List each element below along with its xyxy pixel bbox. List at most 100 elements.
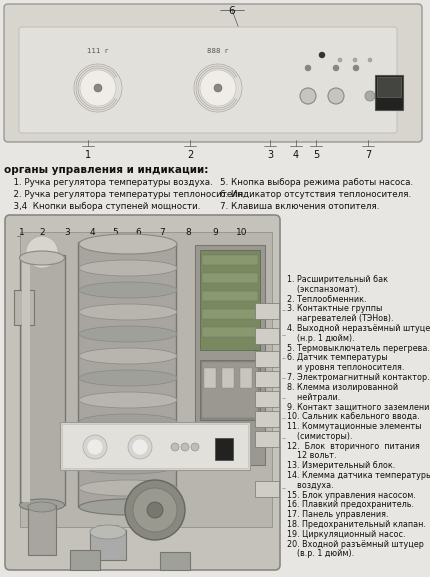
- Circle shape: [133, 488, 177, 532]
- Text: 11. Коммутационные элементы: 11. Коммутационные элементы: [287, 422, 421, 431]
- Circle shape: [333, 65, 339, 71]
- Ellipse shape: [79, 480, 177, 496]
- Text: 7. Электромагнитный контактор.: 7. Электромагнитный контактор.: [287, 373, 430, 382]
- Bar: [202, 273, 258, 283]
- Text: 888  г: 888 г: [207, 48, 229, 54]
- Text: 19. Циркуляционный насос.: 19. Циркуляционный насос.: [287, 530, 405, 539]
- FancyBboxPatch shape: [255, 431, 279, 447]
- Bar: [202, 362, 258, 418]
- Text: 1. Расширительный бак: 1. Расширительный бак: [287, 275, 388, 284]
- Text: воздуха.: воздуха.: [287, 481, 334, 490]
- Bar: [204, 368, 216, 388]
- Bar: [60, 422, 250, 470]
- Circle shape: [319, 52, 325, 58]
- Bar: [200, 250, 260, 350]
- Circle shape: [132, 439, 148, 455]
- Ellipse shape: [79, 234, 177, 254]
- Text: 5. Кнопка выбора режима работы насоса.: 5. Кнопка выбора режима работы насоса.: [220, 178, 413, 187]
- Circle shape: [80, 70, 116, 106]
- Text: 16: 16: [263, 413, 275, 422]
- Text: 17: 17: [263, 433, 275, 442]
- Bar: [375, 75, 403, 110]
- Circle shape: [87, 439, 103, 455]
- Text: (симисторы).: (симисторы).: [287, 432, 353, 441]
- Text: 6. Датчик температуры: 6. Датчик температуры: [287, 353, 387, 362]
- Text: 12 вольт.: 12 вольт.: [287, 451, 337, 460]
- Text: 111  г: 111 г: [87, 48, 109, 54]
- Text: 6: 6: [135, 228, 141, 237]
- Text: 10: 10: [236, 228, 248, 237]
- Circle shape: [125, 480, 185, 540]
- Text: органы управления и индикации:: органы управления и индикации:: [4, 165, 209, 175]
- Text: 16. Плавкий предохранитель.: 16. Плавкий предохранитель.: [287, 500, 414, 509]
- FancyBboxPatch shape: [255, 411, 279, 427]
- Ellipse shape: [90, 525, 126, 539]
- Ellipse shape: [19, 499, 64, 511]
- Text: (в.р. 1 дюйм).: (в.р. 1 дюйм).: [287, 549, 354, 559]
- Text: 17. Панель управления.: 17. Панель управления.: [287, 510, 388, 519]
- Text: 111 г: 111 г: [81, 426, 95, 431]
- Text: 20. Входной разъёмный штуцер: 20. Входной разъёмный штуцер: [287, 539, 424, 549]
- FancyBboxPatch shape: [19, 27, 397, 133]
- Ellipse shape: [79, 326, 177, 342]
- Text: и уровня теплоносителя.: и уровня теплоносителя.: [287, 363, 404, 372]
- Text: (экспанзомат).: (экспанзомат).: [287, 285, 360, 294]
- Text: 3: 3: [64, 228, 70, 237]
- Ellipse shape: [79, 458, 177, 474]
- Text: 4: 4: [293, 150, 299, 160]
- Circle shape: [353, 65, 359, 71]
- Text: 5: 5: [112, 228, 118, 237]
- Text: 3. Контактные группы: 3. Контактные группы: [287, 305, 382, 313]
- Text: 14: 14: [263, 373, 275, 382]
- Text: 12: 12: [263, 330, 275, 339]
- Bar: [98, 525, 118, 535]
- FancyBboxPatch shape: [255, 351, 279, 367]
- Bar: [200, 360, 260, 420]
- Circle shape: [83, 435, 107, 459]
- Circle shape: [365, 91, 375, 101]
- Ellipse shape: [19, 251, 64, 265]
- Bar: [90, 530, 126, 560]
- Circle shape: [328, 88, 344, 104]
- Text: 15. Блок управления насосом.: 15. Блок управления насосом.: [287, 490, 416, 500]
- Circle shape: [200, 70, 236, 106]
- Bar: [28, 505, 56, 555]
- Bar: [20, 232, 272, 527]
- Circle shape: [74, 64, 122, 112]
- Text: 5: 5: [313, 150, 319, 160]
- FancyBboxPatch shape: [255, 328, 279, 344]
- Text: 2: 2: [39, 228, 45, 237]
- Text: 18: 18: [263, 483, 275, 492]
- Bar: [222, 368, 234, 388]
- Text: 7: 7: [159, 228, 165, 237]
- Text: 1: 1: [85, 150, 91, 160]
- Text: (н.р. 1 дюйм).: (н.р. 1 дюйм).: [287, 334, 355, 343]
- FancyBboxPatch shape: [4, 4, 422, 142]
- Ellipse shape: [79, 414, 177, 430]
- Text: нейтрали.: нейтрали.: [287, 392, 340, 402]
- Text: 8: 8: [185, 228, 191, 237]
- Circle shape: [300, 88, 316, 104]
- Circle shape: [338, 58, 342, 62]
- FancyBboxPatch shape: [255, 391, 279, 407]
- Text: 13. Измерительный блок.: 13. Измерительный блок.: [287, 461, 395, 470]
- Text: 2. Теплообменник.: 2. Теплообменник.: [287, 295, 366, 304]
- Ellipse shape: [79, 282, 177, 298]
- Bar: [160, 552, 190, 570]
- Circle shape: [305, 65, 311, 71]
- Text: 9. Контакт защитного заземления.: 9. Контакт защитного заземления.: [287, 402, 430, 411]
- FancyBboxPatch shape: [5, 215, 280, 570]
- Text: 6: 6: [229, 6, 235, 16]
- Bar: [202, 309, 258, 319]
- Circle shape: [181, 443, 189, 451]
- Bar: [377, 77, 401, 97]
- Circle shape: [147, 502, 163, 518]
- Ellipse shape: [79, 260, 177, 276]
- Ellipse shape: [28, 502, 56, 512]
- Text: 20: 20: [79, 558, 91, 567]
- Text: 10. Сальник кабельного ввода.: 10. Сальник кабельного ввода.: [287, 412, 420, 421]
- Text: 7: 7: [365, 150, 371, 160]
- Text: 11: 11: [263, 305, 275, 314]
- Bar: [240, 368, 252, 388]
- Bar: [70, 550, 100, 570]
